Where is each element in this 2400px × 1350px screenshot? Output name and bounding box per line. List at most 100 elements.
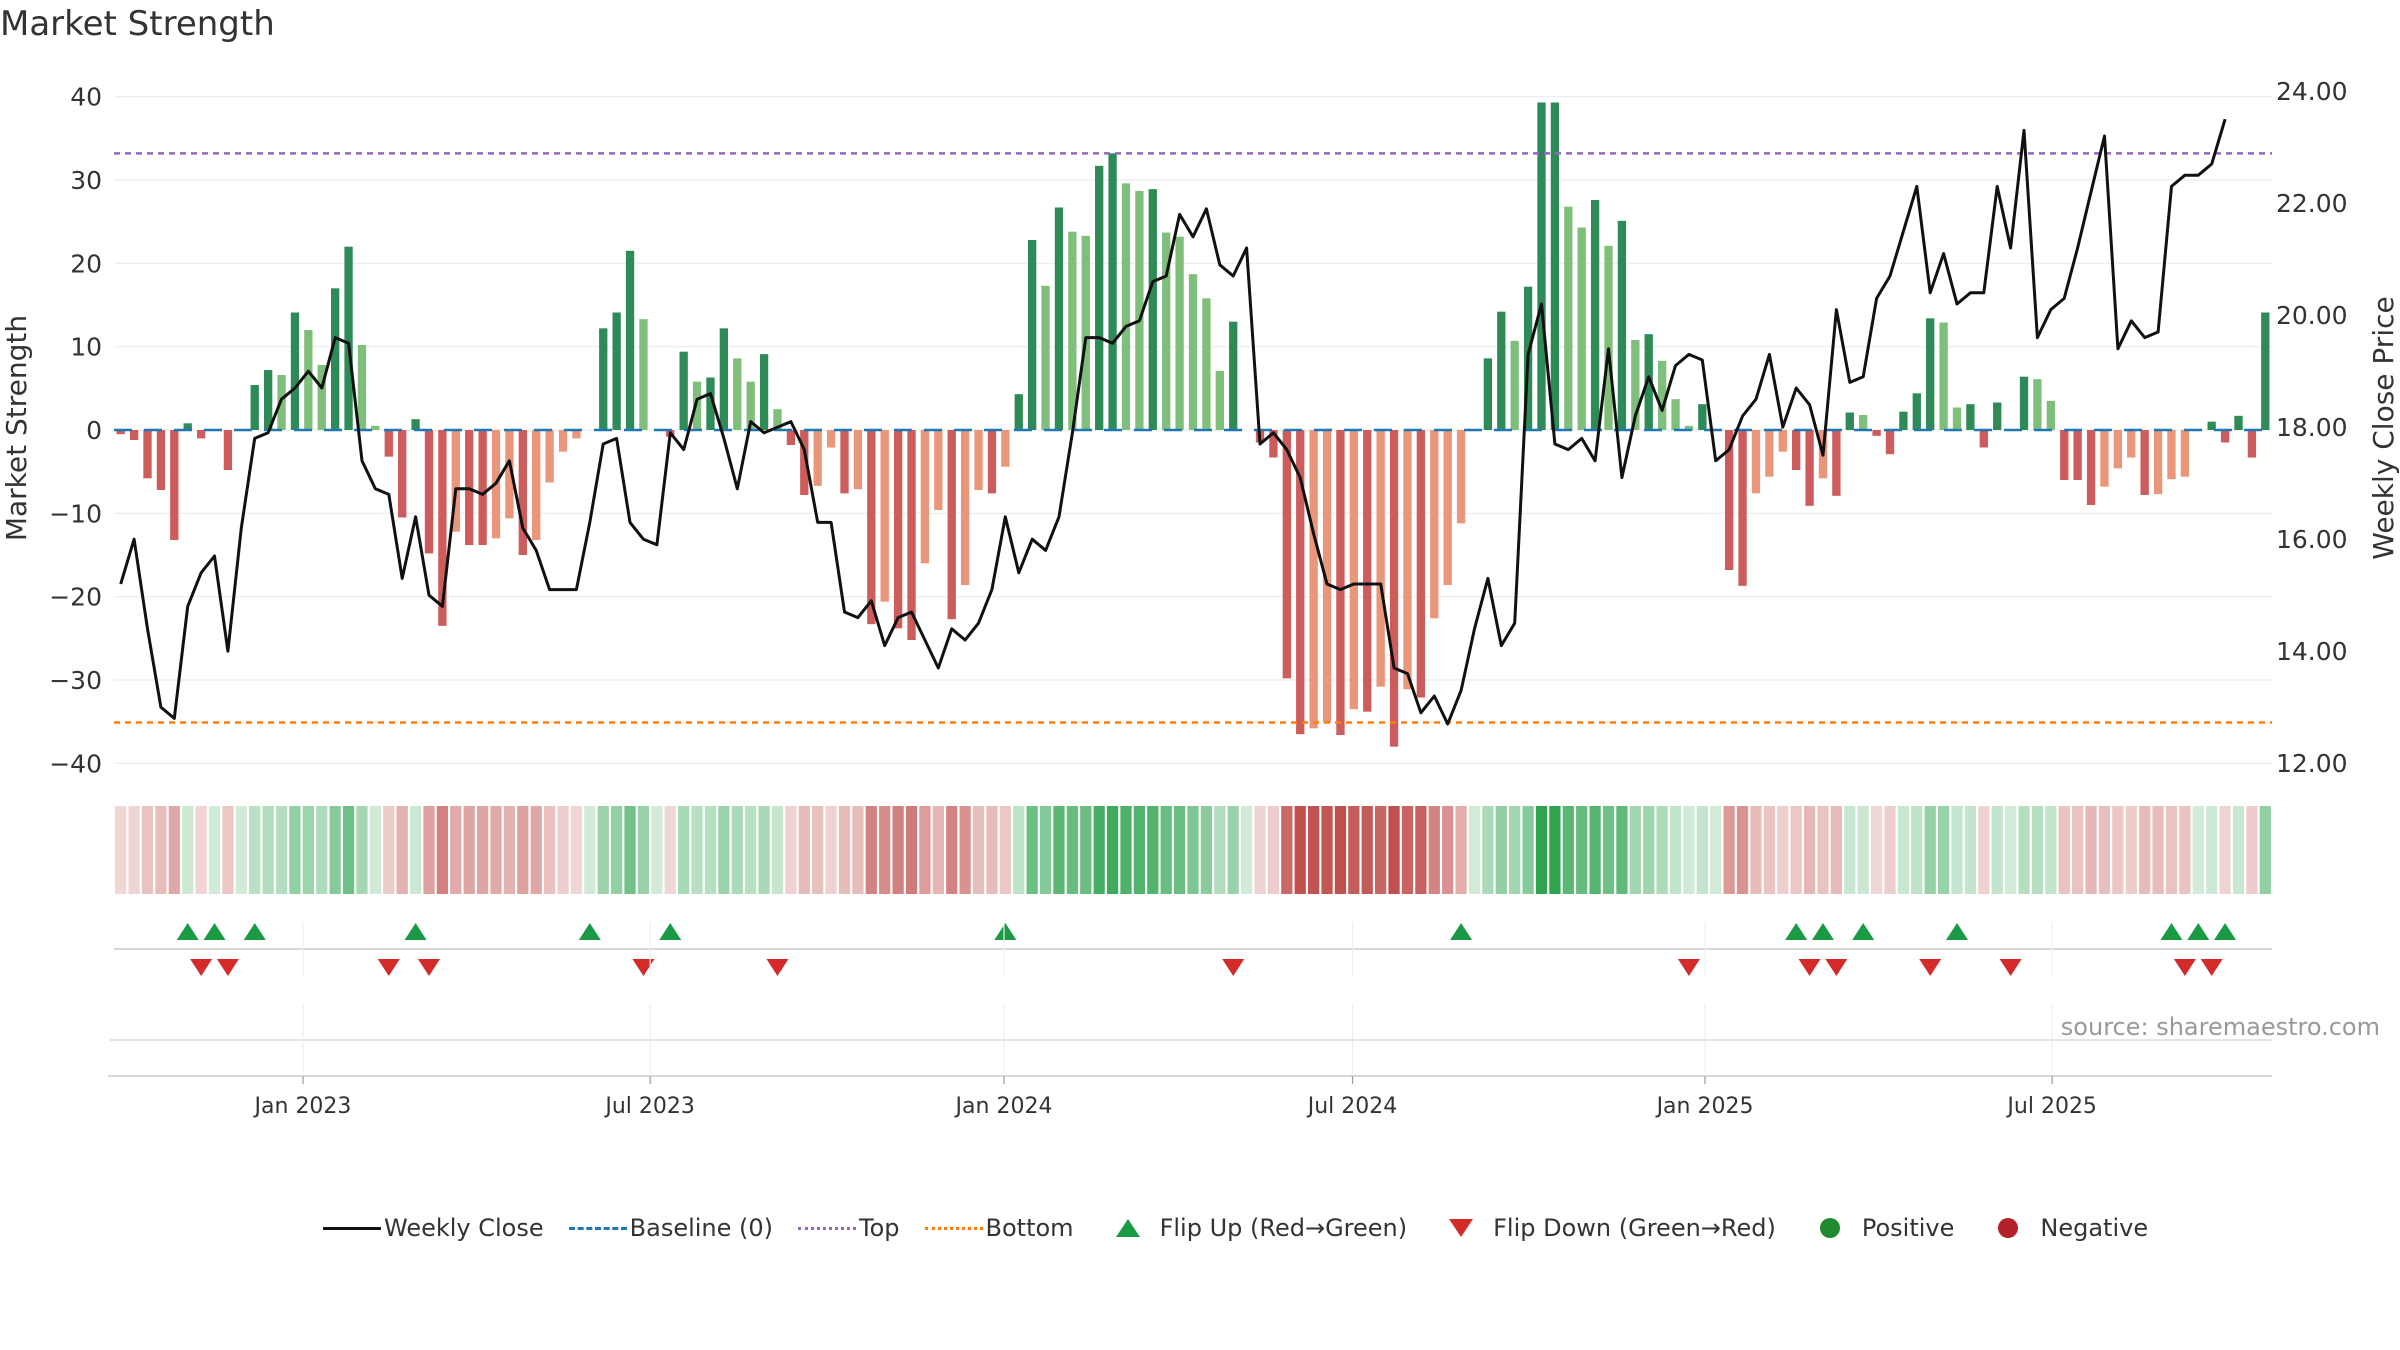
strength-bar bbox=[2086, 430, 2096, 505]
heat-strip-cell bbox=[584, 806, 596, 894]
heat-strip-cell bbox=[838, 806, 851, 894]
heat-strip-cell bbox=[852, 806, 864, 894]
strength-bar bbox=[867, 430, 876, 625]
strength-bar bbox=[1282, 430, 1291, 679]
strength-bar bbox=[2113, 430, 2123, 469]
strength-bar bbox=[331, 288, 340, 430]
strength-bar bbox=[960, 430, 970, 585]
flip-up-marker bbox=[176, 923, 199, 940]
legend-symbol bbox=[1798, 1213, 1862, 1243]
flip-down-marker bbox=[1798, 959, 1821, 976]
heat-strip-cell bbox=[678, 806, 690, 894]
y-tick-label-right: 20.00 bbox=[2276, 301, 2348, 330]
heat-strip-cell bbox=[879, 806, 891, 894]
strength-bar bbox=[706, 377, 715, 430]
heat-strip-cell bbox=[758, 806, 770, 894]
heat-strip-cell bbox=[1321, 806, 1333, 894]
strength-bar bbox=[679, 351, 688, 430]
flip-down-marker bbox=[216, 959, 239, 976]
heat-strip-cell bbox=[1616, 806, 1628, 894]
legend-item[interactable]: Baseline (0) bbox=[566, 1213, 773, 1243]
heat-strip-cell bbox=[1656, 806, 1668, 894]
strength-bar bbox=[1054, 207, 1064, 430]
strength-bar bbox=[974, 430, 983, 490]
heat-strip-cell bbox=[1562, 806, 1574, 894]
legend-item[interactable]: Flip Down (Green→Red) bbox=[1429, 1213, 1776, 1243]
strength-bar bbox=[2234, 415, 2243, 430]
legend-label: Bottom bbox=[985, 1214, 1074, 1242]
y-tick-label-right: 22.00 bbox=[2276, 189, 2348, 218]
legend-item[interactable]: Positive bbox=[1798, 1213, 1954, 1243]
legend-symbol bbox=[320, 1213, 384, 1243]
strength-bar bbox=[813, 430, 822, 486]
heat-strip-cell bbox=[235, 806, 247, 894]
strength-bar bbox=[371, 425, 380, 430]
strength-bar bbox=[920, 430, 930, 564]
strength-bar bbox=[1296, 430, 1305, 735]
heat-strip-cell bbox=[972, 806, 985, 894]
heat-strip-cell bbox=[396, 806, 408, 894]
flip-down-marker bbox=[2200, 959, 2223, 976]
flip-up-marker bbox=[2214, 923, 2237, 940]
strength-bar bbox=[1590, 200, 1600, 430]
heat-strip-cell bbox=[1066, 806, 1078, 894]
strength-bar bbox=[1309, 430, 1318, 729]
strength-bar bbox=[1993, 402, 2002, 430]
strength-bar bbox=[1229, 321, 1238, 430]
heat-strip-cell bbox=[1951, 806, 1963, 894]
strength-bar bbox=[572, 430, 581, 439]
x-tick-label: Jan 2024 bbox=[954, 1094, 1053, 1119]
y-tick-label-right: 16.00 bbox=[2276, 525, 2348, 554]
heat-strip-cell bbox=[624, 806, 636, 894]
legend-symbol bbox=[1976, 1213, 2040, 1243]
heat-strip-cell bbox=[476, 806, 489, 894]
heat-strip-cell bbox=[1978, 806, 1990, 894]
strength-bar bbox=[183, 423, 192, 430]
strength-bar bbox=[2060, 430, 2069, 480]
legend-item[interactable]: Flip Up (Red→Green) bbox=[1096, 1213, 1407, 1243]
heat-strip-cell bbox=[1227, 806, 1239, 894]
strength-bar bbox=[1631, 340, 1640, 430]
heat-strip-cell bbox=[1348, 806, 1360, 894]
strength-bar bbox=[1148, 189, 1157, 430]
heat-strip-cell bbox=[423, 806, 435, 894]
strength-bar bbox=[116, 430, 125, 435]
heat-strip-cell bbox=[2125, 806, 2137, 894]
heat-strip-cell bbox=[329, 806, 341, 894]
strength-bar bbox=[2261, 312, 2270, 430]
heat-strip-cell bbox=[718, 806, 730, 894]
legend-symbol bbox=[566, 1213, 630, 1243]
legend-item[interactable]: Weekly Close bbox=[320, 1213, 544, 1243]
heat-strip-cell bbox=[1415, 806, 1427, 894]
strength-bar bbox=[1416, 430, 1426, 698]
heat-strip-cell bbox=[2206, 806, 2218, 894]
heat-strip-cell bbox=[771, 806, 784, 894]
strength-bar bbox=[518, 430, 527, 555]
heat-strip-cell bbox=[892, 806, 904, 894]
legend-item[interactable]: Top bbox=[795, 1213, 900, 1243]
legend-item[interactable]: Bottom bbox=[922, 1213, 1074, 1243]
strength-bar bbox=[1483, 358, 1493, 430]
y-tick-label-left: 0 bbox=[86, 416, 102, 445]
y-tick-label-left: −40 bbox=[49, 749, 102, 778]
strength-bar bbox=[1041, 285, 1050, 430]
legend-label: Flip Down (Green→Red) bbox=[1493, 1214, 1776, 1242]
heat-strip-cell bbox=[155, 806, 167, 894]
heat-strip-cell bbox=[1053, 806, 1065, 894]
heat-strip-cell bbox=[611, 806, 623, 894]
strength-bar bbox=[1403, 430, 1412, 690]
heat-strip-cell bbox=[1214, 806, 1226, 894]
heat-strip-cell bbox=[543, 806, 556, 894]
heat-strip-cell bbox=[1240, 806, 1253, 894]
heat-strip-cell bbox=[195, 806, 207, 894]
heat-strip-cell bbox=[2072, 806, 2084, 894]
strength-bar bbox=[2019, 376, 2029, 430]
heat-strip-cell bbox=[1160, 806, 1172, 894]
heat-strip-cell bbox=[704, 806, 717, 894]
legend-item[interactable]: Negative bbox=[1976, 1213, 2148, 1243]
strength-bar bbox=[1698, 404, 1707, 430]
heat-strip-cell bbox=[1361, 806, 1373, 894]
heat-strip-cell bbox=[2192, 806, 2204, 894]
strength-bar bbox=[2167, 430, 2176, 480]
strength-bar bbox=[1939, 322, 1948, 430]
